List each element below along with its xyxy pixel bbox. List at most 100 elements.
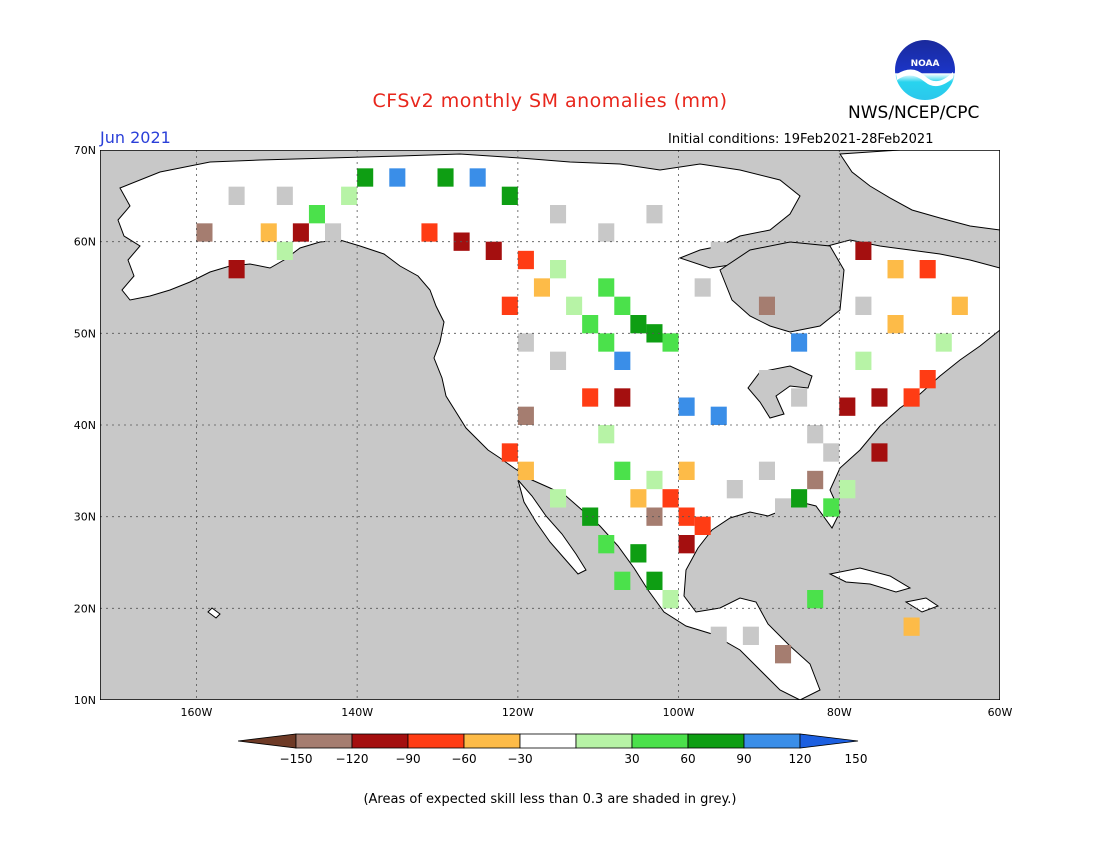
- grey-cell-0: [228, 186, 245, 205]
- legend-swatch-1: [295, 733, 353, 749]
- legend-tick-6: 60: [680, 752, 695, 766]
- anomaly-cell-24: [582, 315, 599, 334]
- anomaly-cell-48: [678, 535, 695, 554]
- grey-cell-11: [823, 443, 840, 462]
- lat-tick-4: 30N: [74, 511, 96, 524]
- skill-footnote: (Areas of expected skill less than 0.3 a…: [363, 792, 737, 807]
- anomaly-cell-8: [389, 168, 406, 187]
- grey-cell-6: [742, 260, 759, 279]
- anomaly-cell-25: [566, 296, 583, 315]
- anomaly-cell-39: [678, 461, 695, 480]
- baja-land: [517, 479, 587, 575]
- anomaly-cell-50: [662, 590, 679, 609]
- anomaly-cell-20: [646, 324, 663, 343]
- organization-label: NWS/NCEP/CPC: [848, 103, 980, 123]
- grey-cell-14: [775, 498, 792, 517]
- noaa-logo-icon: NOAA: [895, 40, 955, 100]
- anomaly-map: [100, 150, 1000, 700]
- grey-cell-18: [598, 223, 615, 242]
- anomaly-cell-64: [887, 260, 904, 279]
- anomaly-cell-36: [662, 489, 679, 508]
- anomaly-cell-31: [550, 489, 567, 508]
- grey-cell-8: [758, 370, 775, 389]
- grey-cell-7: [694, 278, 711, 297]
- anomaly-cell-42: [614, 461, 631, 480]
- anomaly-cell-34: [630, 544, 647, 563]
- legend-tick-4: −30: [507, 752, 532, 766]
- grey-cell-9: [791, 388, 808, 407]
- legend-swatch-3: [407, 733, 465, 749]
- lon-tick-1: 140W: [341, 706, 373, 719]
- anomaly-cell-2: [308, 205, 325, 224]
- anomaly-cell-30: [517, 461, 534, 480]
- anomaly-cell-72: [903, 617, 920, 636]
- anomaly-cell-17: [598, 278, 615, 297]
- legend-swatch-4: [463, 733, 521, 749]
- anomaly-cell-14: [485, 241, 502, 260]
- anomaly-cell-47: [710, 406, 727, 425]
- legend-swatch-2: [351, 733, 409, 749]
- grey-cell-20: [501, 516, 518, 535]
- anomaly-cell-52: [791, 489, 808, 508]
- anomaly-cell-15: [517, 250, 534, 270]
- lon-tick-4: 80W: [827, 706, 852, 719]
- grey-cell-13: [726, 480, 743, 499]
- anomaly-cell-60: [871, 443, 888, 462]
- map-title: CFSv2 monthly SM anomalies (mm): [372, 90, 728, 112]
- anomaly-cell-57: [871, 388, 888, 407]
- grey-cell-10: [807, 425, 824, 444]
- lat-tick-0: 70N: [74, 144, 96, 157]
- legend-tick-7: 90: [736, 752, 751, 766]
- initial-conditions-label: Initial conditions: 19Feb2021-28Feb2021: [668, 132, 934, 147]
- cuba-land: [828, 567, 912, 593]
- anomaly-cell-67: [935, 333, 952, 352]
- anomaly-cell-65: [919, 260, 936, 279]
- anomaly-cell-51: [614, 571, 631, 590]
- anomaly-cell-40: [646, 470, 663, 490]
- grey-cell-21: [710, 626, 727, 645]
- anomaly-cell-55: [807, 470, 824, 490]
- anomaly-cell-21: [598, 333, 615, 352]
- anomaly-cell-7: [292, 223, 309, 242]
- anomaly-cell-11: [501, 186, 518, 205]
- anomaly-cell-43: [598, 425, 615, 444]
- grey-cell-3: [517, 333, 534, 352]
- axis-labels: 70N 60N 50N 40N 30N 20N 10N 160W 140W 120W 100W 80…: [74, 144, 1013, 719]
- grey-cell-1: [276, 186, 293, 205]
- legend-swatch-8: [687, 733, 745, 749]
- anomaly-cell-28: [517, 406, 534, 425]
- lat-tick-3: 40N: [74, 419, 96, 432]
- legend-tick-9: 150: [845, 752, 868, 766]
- grey-cell-5: [710, 241, 727, 260]
- anomaly-cell-19: [630, 315, 647, 334]
- anomaly-cell-56: [839, 397, 856, 416]
- anomaly-cell-32: [582, 507, 599, 526]
- anomaly-cell-33: [598, 535, 615, 554]
- anomaly-cell-1: [260, 223, 277, 242]
- noaa-logo-text: NOAA: [911, 59, 940, 69]
- legend-tick-3: −60: [451, 752, 476, 766]
- anomaly-cell-12: [421, 223, 438, 242]
- lat-tick-6: 10N: [74, 694, 96, 707]
- grey-cell-12: [758, 461, 775, 480]
- anomaly-cell-53: [823, 498, 840, 517]
- grey-cell-19: [550, 205, 567, 224]
- grey-cell-17: [646, 205, 663, 224]
- anomaly-cell-5: [228, 260, 245, 279]
- grey-cell-22: [742, 626, 759, 645]
- lat-tick-1: 60N: [74, 236, 96, 249]
- grey-cell-4: [550, 351, 567, 370]
- target-month-label: Jun 2021: [100, 128, 171, 147]
- anomaly-cell-69: [791, 333, 808, 352]
- anomaly-cell-66: [951, 296, 968, 315]
- legend-arrow-right: [799, 733, 859, 749]
- anomaly-cell-61: [855, 351, 872, 370]
- legend-swatch-6: [575, 733, 633, 749]
- color-legend: −150 −120 −90 −60 −30 30 60 90 120 150: [238, 733, 868, 766]
- anomaly-cell-0: [276, 241, 293, 260]
- longitude-tick-labels: 160W 140W 120W 100W 80W 60W: [180, 706, 1012, 719]
- anomaly-cell-16: [550, 260, 567, 279]
- anomaly-cell-70: [807, 590, 824, 609]
- legend-swatch-5: [519, 733, 577, 749]
- lon-tick-0: 160W: [180, 706, 212, 719]
